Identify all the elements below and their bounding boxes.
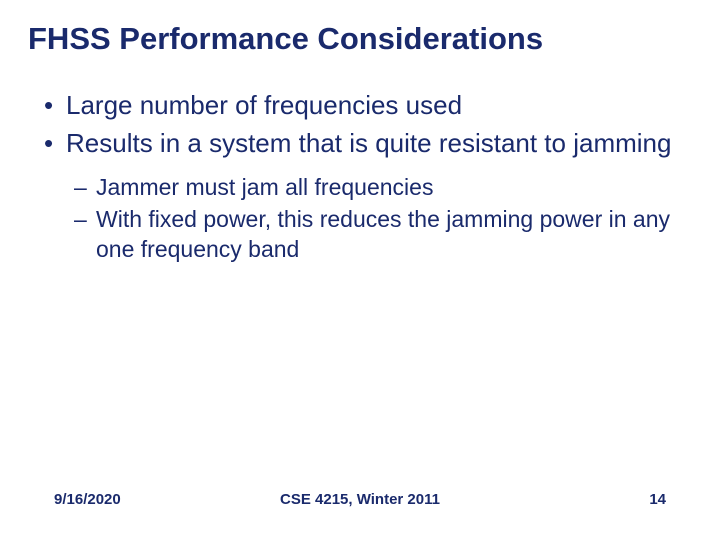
footer-page: 14 <box>649 491 666 508</box>
slide-container: FHSS Performance Considerations Large nu… <box>0 0 720 540</box>
bullet-item: Results in a system that is quite resist… <box>66 127 692 161</box>
subbullet-item: With fixed power, this reduces the jammi… <box>96 205 692 265</box>
content-body: Large number of frequencies used Results… <box>28 89 692 264</box>
subbullet-item: Jammer must jam all frequencies <box>96 173 692 203</box>
slide-footer: 9/16/2020 CSE 4215, Winter 2011 14 <box>0 491 720 508</box>
footer-course: CSE 4215, Winter 2011 <box>280 491 440 508</box>
slide-title: FHSS Performance Considerations <box>28 20 692 57</box>
bullet-item: Large number of frequencies used <box>66 89 692 123</box>
footer-date: 9/16/2020 <box>54 491 121 508</box>
sublist: Jammer must jam all frequencies With fix… <box>28 173 692 265</box>
